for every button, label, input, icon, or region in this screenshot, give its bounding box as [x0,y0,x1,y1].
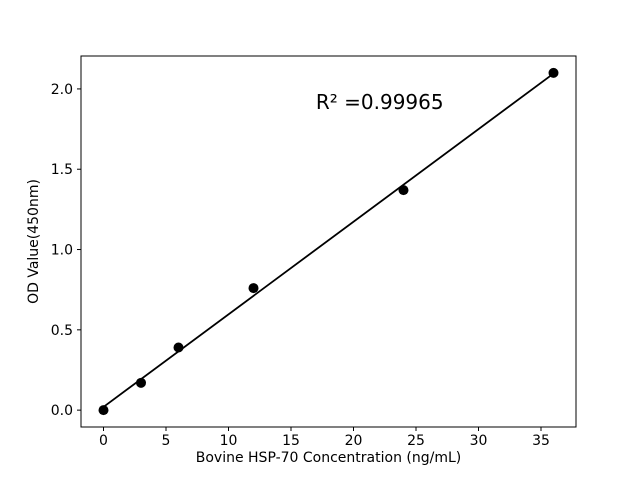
y-tick-label: 0.0 [51,403,73,419]
data-point [248,283,259,294]
x-axis-label: Bovine HSP-70 Concentration (ng/mL) [196,450,461,466]
data-point [136,377,146,388]
x-tick-label: 35 [532,433,550,449]
data-point [98,405,109,416]
data-point [398,185,409,196]
x-tick-label: 5 [162,433,171,449]
y-tick-label: 1.5 [51,162,73,178]
x-tick-label: 15 [282,433,300,449]
data-point [548,67,559,78]
data-point [173,342,184,353]
x-tick-label: 25 [407,433,425,449]
x-tick-label: 30 [470,433,488,449]
fit-line [102,72,555,408]
r-squared-annotation: R² =0.99965 [316,90,444,114]
plot-border [80,55,577,428]
y-tick-label: 0.5 [51,323,73,339]
y-axis-label: OD Value(450nm) [26,179,42,304]
y-tick-label: 1.0 [51,243,73,259]
x-tick-label: 20 [345,433,363,449]
y-tick-label: 2.0 [51,82,73,98]
x-tick-label: 10 [220,433,238,449]
x-tick-label: 0 [99,433,108,449]
